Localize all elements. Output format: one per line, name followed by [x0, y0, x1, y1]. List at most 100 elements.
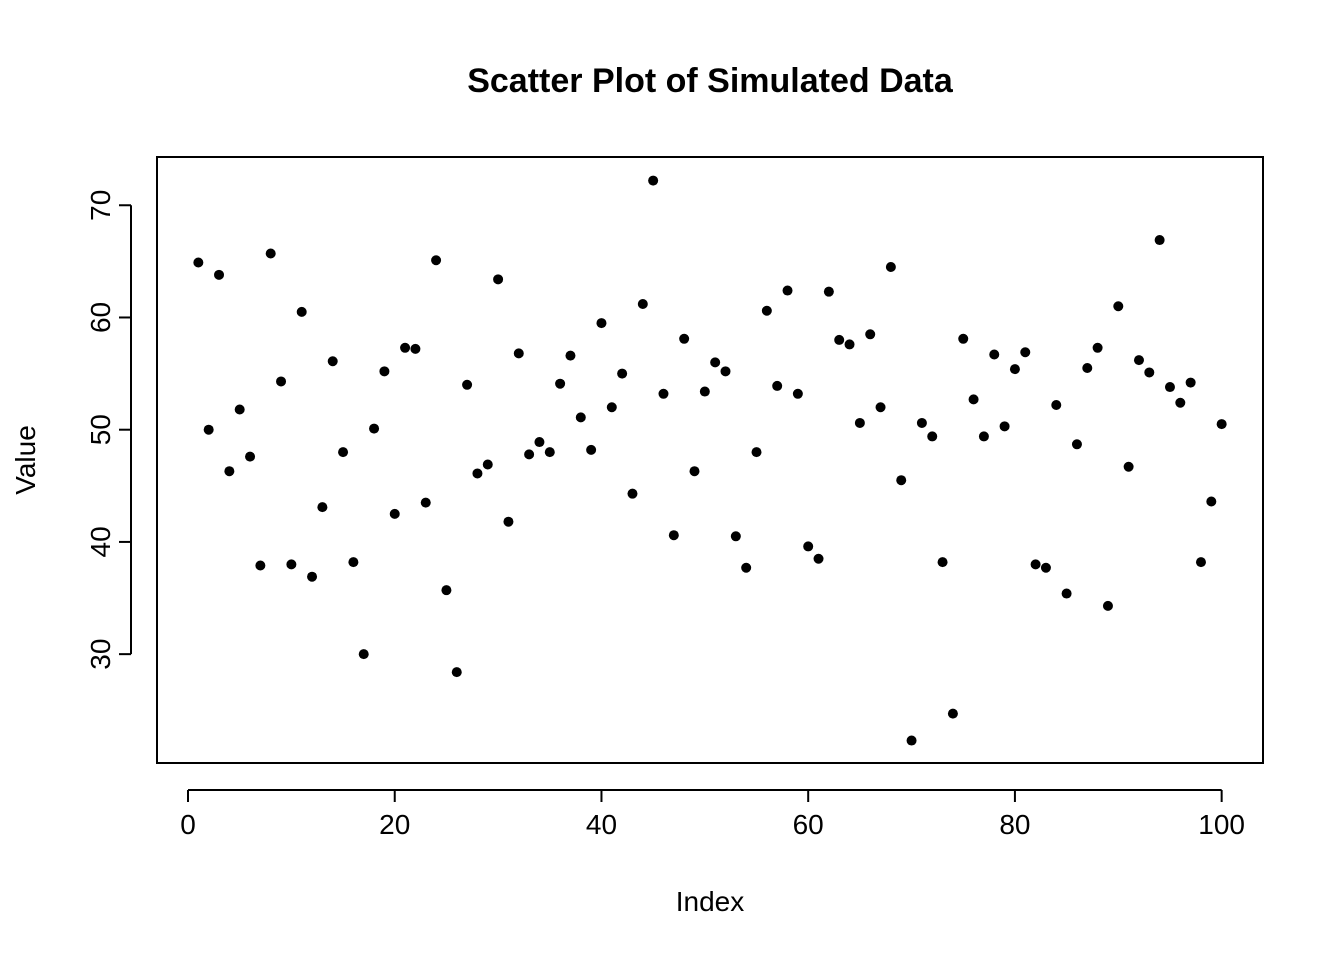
- data-point: [968, 394, 979, 405]
- data-point: [358, 649, 369, 660]
- data-point: [575, 412, 586, 423]
- x-tick-label: 40: [586, 809, 617, 840]
- y-axis-label: Value: [10, 425, 41, 495]
- data-point: [1133, 355, 1144, 366]
- data-point: [834, 334, 845, 345]
- data-point: [1061, 588, 1072, 599]
- data-point: [668, 530, 679, 541]
- data-point: [844, 339, 855, 350]
- data-point: [451, 667, 462, 678]
- data-point: [193, 257, 204, 268]
- data-point: [1164, 382, 1175, 393]
- data-point: [637, 299, 648, 310]
- data-point: [224, 466, 235, 477]
- y-tick-label: 30: [85, 639, 116, 670]
- data-point: [1216, 419, 1227, 430]
- data-point: [710, 357, 721, 368]
- data-point: [420, 497, 431, 508]
- data-point: [916, 417, 927, 428]
- data-point: [534, 437, 545, 448]
- y-tick-label: 60: [85, 302, 116, 333]
- data-point: [1123, 461, 1134, 472]
- data-point: [503, 516, 514, 527]
- x-axis-label: Index: [676, 886, 745, 917]
- data-point: [699, 386, 710, 397]
- data-point: [761, 305, 772, 316]
- data-point: [792, 388, 803, 399]
- data-point: [565, 350, 576, 361]
- data-point: [1030, 559, 1041, 570]
- data-point: [400, 342, 411, 353]
- data-point: [327, 356, 338, 367]
- data-point: [978, 431, 989, 442]
- data-point: [606, 402, 617, 413]
- data-point: [1009, 364, 1020, 375]
- data-point: [462, 379, 473, 390]
- data-point: [689, 466, 700, 477]
- data-point: [658, 388, 669, 399]
- data-point: [255, 560, 266, 571]
- data-point: [265, 248, 276, 259]
- data-point: [741, 562, 752, 573]
- y-tick-label: 40: [85, 526, 116, 557]
- data-point: [854, 417, 865, 428]
- data-point: [1040, 562, 1051, 573]
- data-point: [958, 333, 969, 344]
- y-tick-label: 70: [85, 190, 116, 221]
- data-point: [999, 421, 1010, 432]
- x-axis: 0 20 40 60 80 100: [180, 789, 1245, 840]
- data-point: [307, 571, 318, 582]
- chart-title: Scatter Plot of Simulated Data: [467, 62, 954, 100]
- y-tick-label: 50: [85, 414, 116, 445]
- x-tick-label: 20: [379, 809, 410, 840]
- data-point: [1020, 347, 1031, 358]
- data-point: [524, 449, 535, 460]
- data-point: [896, 475, 907, 486]
- data-point: [431, 255, 442, 266]
- data-point: [513, 348, 524, 359]
- data-point: [1071, 439, 1082, 450]
- data-point: [730, 531, 741, 542]
- data-point: [1102, 600, 1113, 611]
- data-point: [596, 318, 607, 329]
- data-points: [193, 175, 1227, 746]
- data-point: [586, 444, 597, 455]
- data-point: [989, 349, 1000, 360]
- data-point: [544, 447, 555, 458]
- data-point: [410, 343, 421, 354]
- data-point: [648, 175, 659, 186]
- data-point: [617, 368, 628, 379]
- data-point: [906, 735, 917, 746]
- data-point: [296, 306, 307, 317]
- data-point: [1051, 400, 1062, 411]
- data-point: [875, 402, 886, 413]
- data-point: [317, 502, 328, 513]
- data-point: [348, 557, 359, 568]
- data-point: [1185, 377, 1196, 388]
- x-tick-label: 0: [180, 809, 196, 840]
- data-point: [1092, 342, 1103, 353]
- data-point: [1082, 362, 1093, 373]
- data-point: [441, 585, 452, 596]
- data-point: [937, 557, 948, 568]
- data-point: [482, 459, 493, 470]
- data-point: [286, 559, 297, 570]
- data-point: [1206, 496, 1217, 507]
- data-point: [555, 378, 566, 389]
- x-tick-label: 80: [999, 809, 1030, 840]
- data-point: [885, 261, 896, 272]
- y-axis: 30 40 50 60 70: [85, 190, 132, 670]
- x-tick-label: 60: [793, 809, 824, 840]
- data-point: [813, 553, 824, 564]
- data-point: [1195, 557, 1206, 568]
- data-point: [679, 333, 690, 344]
- data-point: [751, 447, 762, 458]
- data-point: [472, 468, 483, 479]
- data-point: [1154, 235, 1165, 246]
- data-point: [338, 447, 349, 458]
- data-point: [865, 329, 876, 340]
- data-point: [1144, 367, 1155, 378]
- data-point: [234, 404, 245, 415]
- data-point: [782, 285, 793, 296]
